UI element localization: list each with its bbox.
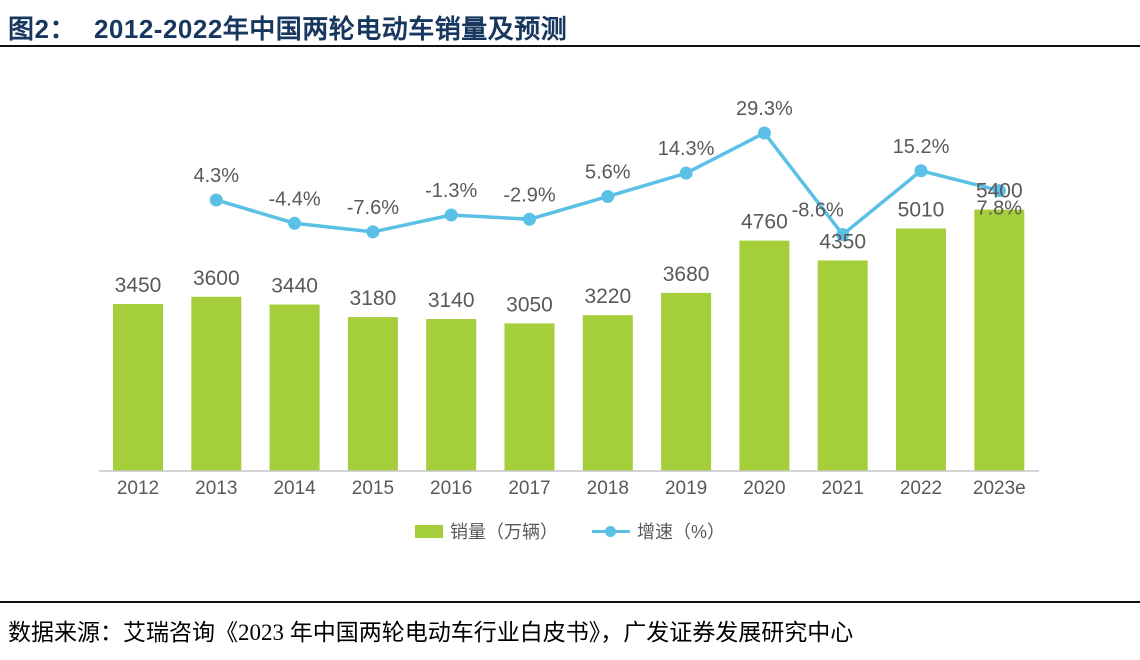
growth-marker [757,126,771,140]
sales-value-label: 3600 [193,267,240,290]
growth-value-label: 15.2% [893,136,950,158]
sales-bar [817,260,868,471]
sales-value-label: 5010 [898,199,945,222]
growth-marker [601,189,615,203]
year-label: 2020 [743,478,785,499]
sales-value-label: 3180 [350,287,397,310]
figure-number-label: 图2： [8,14,76,44]
sales-value-label: 4350 [819,230,866,253]
year-label: 2012 [117,478,159,499]
combo-chart: 2012 2013 2014 2015 2016 2017 2018 2019 2020 2021… [0,48,1140,508]
page-title: 2012-2022年中国两轮电动车销量及预测 [93,14,568,44]
bar-swatch-icon [414,524,443,538]
growth-value-label: 5.6% [585,161,631,183]
growth-marker [288,216,302,230]
sales-bar [896,228,946,471]
year-label: 2022 [900,478,942,499]
year-label: 2013 [195,478,237,499]
growth-marker [209,193,223,207]
sales-bar [347,317,398,471]
sales-value-label: 3050 [506,293,553,316]
sales-bar [582,315,633,471]
title-divider-rule [0,45,1140,47]
sales-bar [113,304,163,471]
growth-value-label: 7.8% [977,198,1023,220]
footer-divider-rule [0,601,1140,603]
sales-value-label: 3140 [428,289,475,312]
sales-bar [504,323,555,471]
line-swatch-icon [591,525,630,538]
legend-growth-label: 增速（%） [636,522,725,542]
growth-marker [914,164,928,178]
sales-value-label: 5400 [976,180,1023,203]
legend-sales-label: 销量（万辆） [449,522,558,542]
legend-item-sales: 销量（万辆） [414,518,558,544]
sales-bar [974,209,1025,471]
growth-marker [523,212,536,226]
growth-line [215,131,1000,237]
year-label: 2021 [822,478,864,499]
growth-value-label: -1.3% [425,180,477,202]
chart-canvas: 2012 2013 2014 2015 2016 2017 2018 2019 2020 2021… [99,98,1039,499]
growth-value-label: -8.6% [792,200,844,222]
legend-item-growth: 增速（%） [591,518,725,544]
sales-value-label: 3440 [271,275,318,298]
growth-value-label: 4.3% [194,165,240,187]
growth-value-label: 14.3% [658,138,715,160]
sales-bar [191,296,242,471]
growth-value-label: -7.6% [347,197,399,219]
figure-header: 图2： 2012-2022年中国两轮电动车销量及预测 [0,0,1140,45]
year-label: 2019 [665,478,707,499]
sales-value-label: 3680 [663,263,710,286]
sales-value-label: 3220 [584,285,631,308]
year-label: 2018 [587,478,629,499]
growth-value-label: -2.9% [503,184,555,206]
year-label: 2014 [273,478,316,499]
growth-value-label: 29.3% [736,98,793,120]
data-source-note: 数据来源：艾瑞咨询《2023 年中国两轮电动车行业白皮书》，广发证券发展研究中心 [8,620,854,645]
sales-bar [739,240,790,471]
growth-marker [992,184,1006,198]
sales-bar [426,319,477,471]
sales-value-label: 3450 [115,274,162,297]
year-label: 2016 [430,478,472,499]
sales-value-label: 4760 [741,211,788,234]
growth-marker [444,208,458,222]
year-label: 2023e [973,478,1026,499]
sales-bar [269,304,320,471]
growth-marker [679,166,693,180]
chart-legend: 销量（万辆） 增速（%） [0,518,1140,544]
growth-marker [366,225,380,239]
growth-marker [836,228,850,242]
year-label: 2017 [508,478,550,499]
year-label: 2015 [352,478,394,499]
sales-bar [661,292,712,471]
growth-value-label: -4.4% [268,188,320,210]
